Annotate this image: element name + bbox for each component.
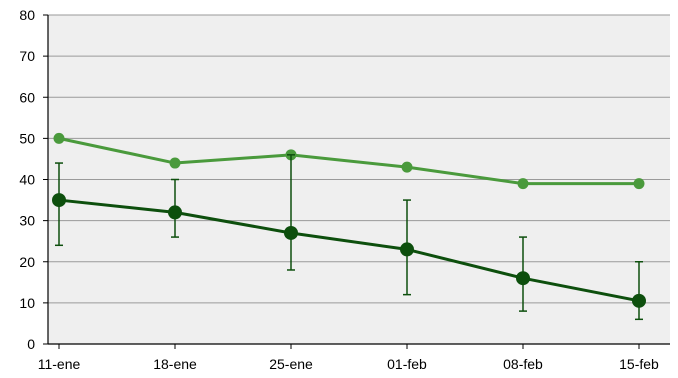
data-point: [53, 132, 65, 144]
series-line: [58, 136, 639, 186]
data-point: [52, 193, 66, 208]
x-tick-label: 25-ene: [269, 356, 313, 372]
data-point: [168, 205, 182, 220]
y-tick-label: 70: [19, 48, 35, 64]
data-point: [632, 293, 646, 308]
y-tick-label: 0: [27, 336, 35, 352]
data-point: [169, 157, 181, 169]
y-tick-label: 20: [19, 254, 35, 270]
data-point: [517, 178, 529, 190]
series-line: [58, 198, 640, 303]
y-tick-label: 10: [19, 295, 35, 311]
series-2: [52, 154, 646, 321]
series-layer: [52, 132, 646, 321]
data-point: [633, 178, 645, 190]
y-tick-label: 40: [19, 172, 35, 188]
x-tick-label: 08-feb: [503, 356, 543, 372]
x-tick-label: 01-feb: [387, 356, 427, 372]
series-1: [53, 132, 645, 190]
tick-labels: 0 10 20 30 40 50 60 70 80 11-ene 18-ene 25-ene 01-fe…: [19, 7, 659, 372]
y-tick-label: 50: [19, 130, 35, 146]
x-tick-label: 15-feb: [619, 356, 659, 372]
data-point: [400, 242, 414, 257]
x-tick-label: 11-ene: [38, 356, 81, 372]
data-point: [284, 225, 298, 240]
y-tick-label: 60: [19, 89, 35, 105]
axes: [43, 14, 670, 349]
gridlines: [48, 14, 670, 304]
data-point: [516, 271, 530, 286]
y-tick-label: 80: [19, 7, 35, 23]
data-point: [401, 161, 413, 173]
y-tick-label: 30: [19, 213, 35, 229]
x-tick-label: 18-ene: [153, 356, 197, 372]
